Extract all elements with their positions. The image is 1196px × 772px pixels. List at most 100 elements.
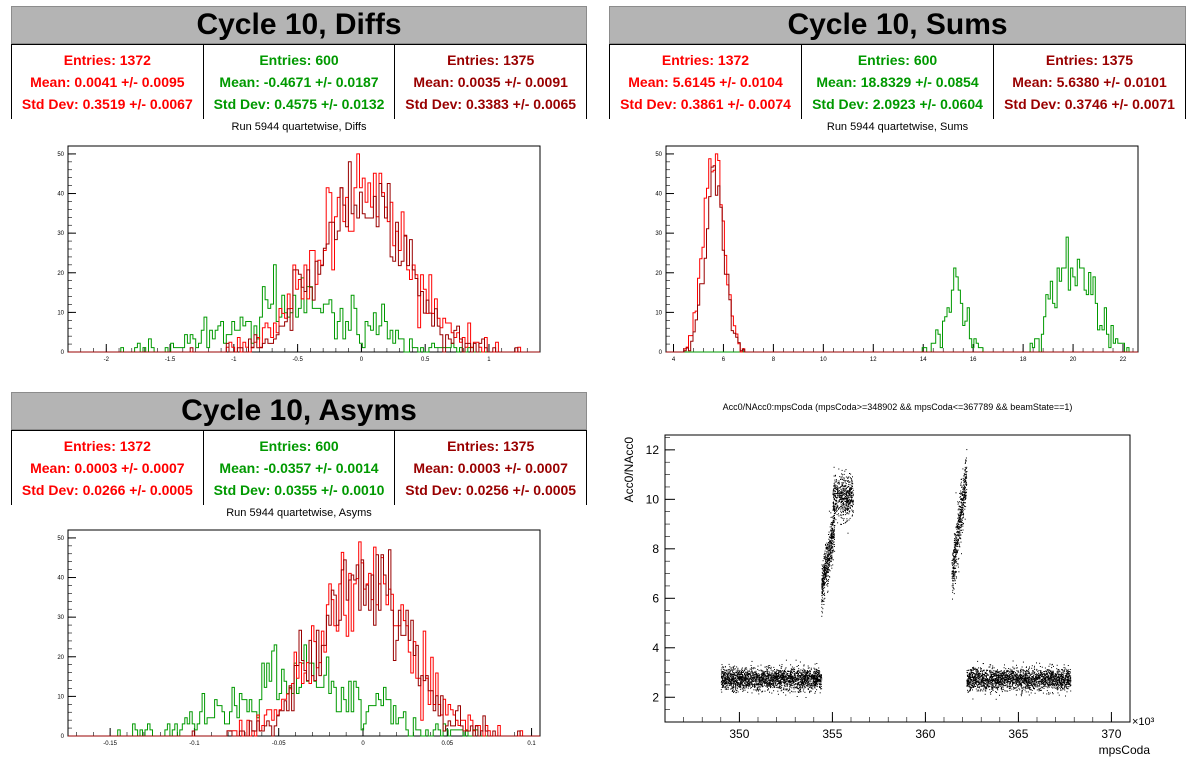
y-tick-label: 2 <box>652 690 659 704</box>
histogram-series <box>666 165 1138 353</box>
stat-entries: Entries: 1375 <box>447 438 535 454</box>
x-tick-label: 360 <box>915 727 935 741</box>
stat-entries: Entries: 600 <box>259 52 339 68</box>
asyms-subtitle: Run 5944 quartetwise, Asyms <box>226 507 372 519</box>
stat-box-darkred: Entries: 1375 Mean: 5.6380 +/- 0.0101 St… <box>994 45 1185 119</box>
sums-histogram: 0 10 20 30 40 50 4 6 8 10 12 14 16 18 20 22 <box>655 145 1139 363</box>
x-tick-label: 18 <box>1020 357 1027 363</box>
diffs-banner: Cycle 10, Diffs <box>11 6 587 44</box>
diffs-stats: Entries: 1372 Mean: 0.0041 +/- 0.0095 St… <box>11 44 587 119</box>
stat-mean: Mean: 0.0041 +/- 0.0095 <box>30 74 185 90</box>
histogram-series <box>68 549 540 737</box>
x-tick-label: 0.1 <box>527 741 536 747</box>
stat-std: Std Dev: 0.3383 +/- 0.0065 <box>405 96 577 112</box>
sums-subtitle: Run 5944 quartetwise, Sums <box>826 121 969 133</box>
x-tick-label: -0.1 <box>189 741 200 747</box>
stat-entries: Entries: 1372 <box>661 52 750 68</box>
y-tick-label: 20 <box>57 655 64 661</box>
x-tick-label: -1.5 <box>165 357 176 363</box>
y-tick-label: 20 <box>57 271 64 277</box>
y-tick-label: 40 <box>655 192 662 198</box>
histogram-series <box>666 236 1138 353</box>
stat-entries: Entries: 1375 <box>447 52 535 68</box>
x-tick-label: 10 <box>820 357 827 363</box>
x-tick-label: 6 <box>722 357 726 363</box>
x-tick-label: 355 <box>822 727 842 741</box>
y-tick-label: 0 <box>61 350 65 356</box>
stat-std: Std Dev: 2.0923 +/- 0.0604 <box>812 96 983 112</box>
y-tick-label: 10 <box>57 310 64 316</box>
x-tick-label: 0 <box>361 741 365 747</box>
x-tick-label: 365 <box>1008 727 1028 741</box>
histogram-series <box>68 644 540 737</box>
y-tick-label: 20 <box>655 271 662 277</box>
plot-frame <box>67 529 541 737</box>
x-axis-label: mpsCoda <box>1099 743 1151 757</box>
stat-entries: Entries: 600 <box>857 52 938 68</box>
y-axis-label: Acc0/NAcc0 <box>622 437 636 503</box>
stat-mean: Mean: 5.6380 +/- 0.0101 <box>1012 74 1167 90</box>
stat-std: Std Dev: 0.0355 +/- 0.0010 <box>213 482 385 498</box>
y-tick-label: 12 <box>646 443 660 457</box>
y-tick-label: 50 <box>57 152 64 158</box>
stat-mean: Mean: 0.0035 +/- 0.0091 <box>413 74 568 90</box>
x-tick-label: 1 <box>487 357 491 363</box>
y-tick-label: 0 <box>659 350 663 356</box>
stat-box-red: Entries: 1372 Mean: 5.6145 +/- 0.0104 St… <box>610 45 802 119</box>
x-tick-label: 0.05 <box>441 741 453 747</box>
stat-std: Std Dev: 0.4575 +/- 0.0132 <box>213 96 385 112</box>
y-tick-label: 40 <box>57 192 64 198</box>
histogram-series <box>68 161 540 353</box>
stat-box-darkred: Entries: 1375 Mean: 0.0035 +/- 0.0091 St… <box>395 45 586 119</box>
sums-stats: Entries: 1372 Mean: 5.6145 +/- 0.0104 St… <box>609 44 1186 119</box>
stat-std: Std Dev: 0.3861 +/- 0.0074 <box>620 96 791 112</box>
plot-frame <box>67 145 541 353</box>
x-tick-label: -0.05 <box>272 741 286 747</box>
histogram-series <box>68 153 540 353</box>
stat-std: Std Dev: 0.0256 +/- 0.0005 <box>405 482 577 498</box>
y-tick-label: 50 <box>655 152 662 158</box>
x-tick-label: 12 <box>870 357 877 363</box>
scatter-plot: 2 4 6 8 10 12 350 355 360 365 370 mpsCoda ×10³ Acc0/N… <box>622 434 1155 757</box>
y-tick-label: 0 <box>61 734 65 740</box>
stat-entries: Entries: 1372 <box>63 438 151 454</box>
sums-banner: Cycle 10, Sums <box>609 6 1186 44</box>
histogram-series <box>666 153 1138 353</box>
y-tick-label: 30 <box>57 231 64 237</box>
x-tick-label: 350 <box>729 727 749 741</box>
scatter-points <box>720 449 1072 700</box>
stat-box-green: Entries: 600 Mean: -0.4671 +/- 0.0187 St… <box>204 45 396 119</box>
asyms-stats: Entries: 1372 Mean: 0.0003 +/- 0.0007 St… <box>11 430 587 505</box>
stat-std: Std Dev: 0.3746 +/- 0.0071 <box>1004 96 1175 112</box>
stat-box-green: Entries: 600 Mean: 18.8329 +/- 0.0854 St… <box>802 45 994 119</box>
y-tick-label: 8 <box>652 542 659 556</box>
stat-mean: Mean: 5.6145 +/- 0.0104 <box>628 74 783 90</box>
asyms-histogram: 0 10 20 30 40 50 -0.15 -0.1 -0.05 0 0.05 0.1 <box>57 529 541 747</box>
histogram-series <box>68 264 540 353</box>
plot-frame <box>665 145 1139 353</box>
x-tick-label: -0.5 <box>292 357 303 363</box>
y-tick-label: 50 <box>57 536 64 542</box>
stat-mean: Mean: -0.4671 +/- 0.0187 <box>219 74 379 90</box>
plot-frame <box>664 434 1131 723</box>
x-tick-label: -0.15 <box>103 741 117 747</box>
stat-entries: Entries: 600 <box>259 438 339 454</box>
y-tick-label: 30 <box>655 231 662 237</box>
stat-entries: Entries: 1372 <box>63 52 151 68</box>
x-tick-label: 0 <box>360 357 364 363</box>
y-tick-label: 10 <box>646 492 660 506</box>
x-axis-multiplier: ×10³ <box>1132 716 1155 728</box>
x-tick-label: 4 <box>672 357 676 363</box>
x-tick-label: 370 <box>1101 727 1121 741</box>
asyms-banner: Cycle 10, Asyms <box>11 392 587 430</box>
y-tick-label: 6 <box>652 591 659 605</box>
x-tick-label: 16 <box>970 357 977 363</box>
stat-std: Std Dev: 0.3519 +/- 0.0067 <box>21 96 193 112</box>
x-tick-label: -1 <box>231 357 237 363</box>
y-tick-label: 10 <box>57 694 64 700</box>
diffs-histogram: 0 10 20 30 40 50 -2 -1.5 -1 -0.5 0 0.5 1 <box>57 145 541 363</box>
histogram-series <box>68 541 540 737</box>
stat-std: Std Dev: 0.0266 +/- 0.0005 <box>21 482 193 498</box>
y-tick-label: 40 <box>57 576 64 582</box>
scatter-title: Acc0/NAcc0:mpsCoda (mpsCoda>=348902 && m… <box>722 402 1073 412</box>
